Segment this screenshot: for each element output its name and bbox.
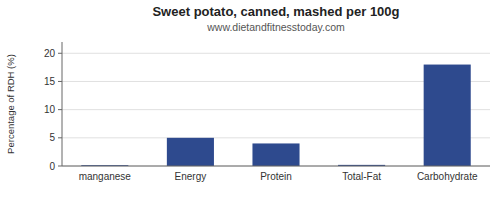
- chart-svg: Sweet potato, canned, mashed per 100g www…: [0, 0, 500, 200]
- bar: [167, 138, 214, 166]
- y-tick-label: 5: [49, 132, 55, 143]
- x-tick-label: Carbohydrate: [417, 171, 478, 182]
- y-axis-line: [62, 42, 63, 166]
- y-tick: [58, 109, 62, 110]
- title: Sweet potato, canned, mashed per 100g: [152, 4, 399, 19]
- y-tick: [58, 166, 62, 167]
- x-axis-line: [62, 166, 490, 167]
- y-tick: [58, 53, 62, 54]
- y-tick-label: 20: [44, 48, 56, 59]
- x-tick-label: Protein: [260, 171, 292, 182]
- subtitle: www.dietandfitnesstoday.com: [206, 21, 345, 33]
- y-tick-label: 0: [49, 161, 55, 172]
- grid-line: [62, 53, 490, 54]
- y-tick: [58, 137, 62, 138]
- chart-container: Sweet potato, canned, mashed per 100g www…: [0, 0, 500, 200]
- y-tick-label: 15: [44, 76, 56, 87]
- bar: [252, 143, 299, 166]
- x-tick-label: Energy: [175, 171, 207, 182]
- y-axis-label: Percentage of RDH (%): [5, 54, 16, 154]
- y-tick-label: 10: [44, 104, 56, 115]
- bars: [81, 65, 470, 166]
- x-tick-label: Total-Fat: [342, 171, 381, 182]
- bar: [424, 65, 471, 166]
- x-tick-label: manganese: [79, 171, 132, 182]
- y-tick: [58, 81, 62, 82]
- grid-line: [62, 166, 490, 167]
